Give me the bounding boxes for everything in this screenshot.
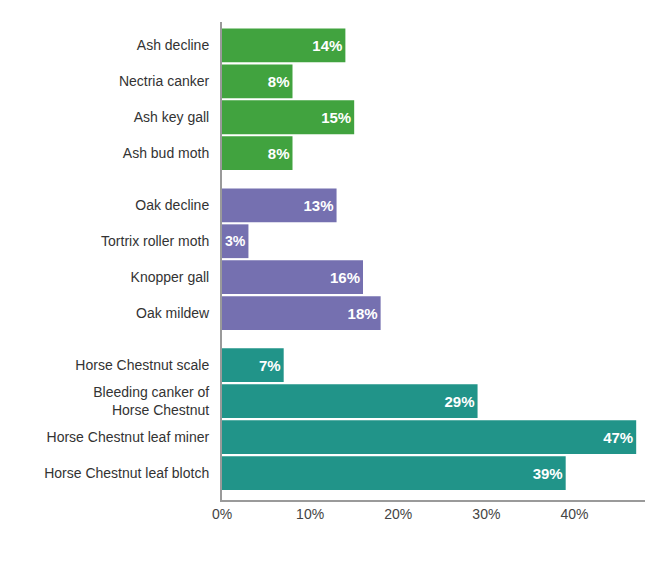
svg-text:7%: 7% [259,357,281,374]
svg-text:Ash bud moth: Ash bud moth [123,145,209,161]
svg-text:30%: 30% [472,506,500,522]
svg-text:47%: 47% [603,429,633,446]
svg-text:14%: 14% [312,37,342,54]
svg-text:Nectria canker: Nectria canker [119,73,210,89]
svg-text:18%: 18% [348,305,378,322]
svg-text:8%: 8% [268,73,290,90]
svg-text:39%: 39% [533,465,563,482]
svg-text:Ash key gall: Ash key gall [134,109,209,125]
svg-text:3%: 3% [225,233,246,249]
svg-text:15%: 15% [321,109,351,126]
svg-text:Horse Chestnut scale: Horse Chestnut scale [75,357,209,373]
svg-text:40%: 40% [560,506,588,522]
svg-text:20%: 20% [384,506,412,522]
svg-text:0%: 0% [212,506,232,522]
svg-text:Bleeding canker ofHorse Chestn: Bleeding canker ofHorse Chestnut [93,384,209,418]
svg-text:Horse Chestnut leaf blotch: Horse Chestnut leaf blotch [44,465,209,481]
svg-text:13%: 13% [304,197,334,214]
svg-text:Oak mildew: Oak mildew [136,305,210,321]
svg-text:Horse Chestnut leaf miner: Horse Chestnut leaf miner [47,429,210,445]
svg-text:16%: 16% [330,269,360,286]
svg-text:29%: 29% [445,393,475,410]
svg-text:Oak decline: Oak decline [135,197,209,213]
svg-text:Tortrix roller moth: Tortrix roller moth [101,233,209,249]
svg-text:Knopper gall: Knopper gall [131,269,210,285]
svg-text:8%: 8% [268,145,290,162]
svg-text:Ash decline: Ash decline [137,37,210,53]
svg-text:10%: 10% [296,506,324,522]
